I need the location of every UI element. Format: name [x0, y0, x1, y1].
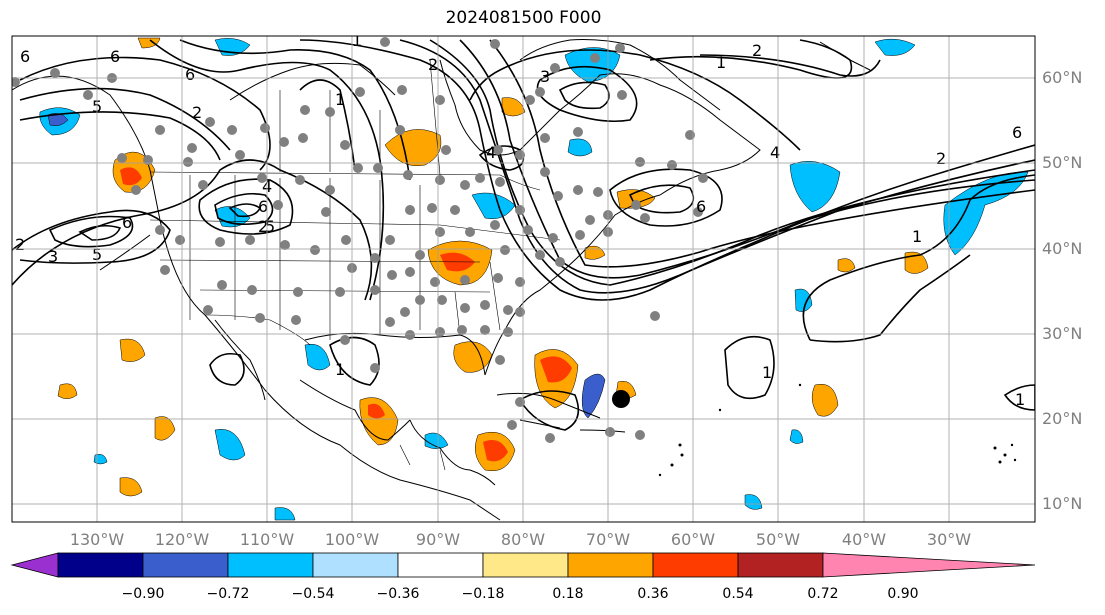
contour-label: 1 [912, 227, 922, 246]
lon-label: 100°W [324, 530, 380, 549]
islands [658, 383, 1017, 477]
lat-label: 50°N [1042, 153, 1083, 172]
colorbar-swatch [652, 552, 739, 578]
contour-label: 6 [20, 47, 30, 66]
lat-label: 30°N [1042, 324, 1083, 343]
lon-label: 120°W [154, 530, 210, 549]
contour-label: 1 [716, 53, 726, 72]
contour-label: 3 [540, 67, 550, 86]
strong-positive-shading [120, 167, 572, 462]
colorbar [10, 552, 1036, 578]
gridlines [12, 36, 1035, 522]
contour-label: 6 [258, 197, 268, 216]
lon-label: 60°W [670, 530, 716, 549]
colorbar-tick-label: 0.72 [807, 586, 839, 602]
colorbar-tick-label: 0.36 [637, 586, 669, 602]
map-frame [11, 35, 1036, 523]
contour-label: 1 [335, 90, 345, 109]
contour-label: 2 [428, 55, 438, 74]
contour-label: 1 [335, 360, 345, 379]
storm-center-marker [612, 390, 630, 408]
lon-label: 30°W [926, 530, 972, 549]
lon-label: 130°W [69, 530, 125, 549]
colorbar-tick-label: 0.18 [552, 586, 584, 602]
colorbar-tick-label: −0.54 [291, 586, 335, 602]
contour-label: 1 [1015, 390, 1025, 409]
contour-label: 1 [352, 31, 362, 50]
lon-label: 50°W [755, 530, 801, 549]
contour-label: 3 [48, 247, 58, 266]
colorbar-swatch [567, 552, 654, 578]
contour-label: 5 [265, 217, 275, 236]
contour-label: 6 [1012, 123, 1022, 142]
lat-label: 60°N [1042, 68, 1083, 87]
contour-label: 2 [258, 217, 268, 236]
colorbar-tick-label: −0.18 [461, 586, 505, 602]
lat-label: 40°N [1042, 239, 1083, 258]
colorbar-swatch [57, 552, 144, 578]
colorbar-tick-label: 0.54 [722, 586, 754, 602]
colorbar-right-extension [822, 552, 1036, 578]
colorbar-tick-label: 0.90 [887, 586, 919, 602]
lon-label: 90°W [415, 530, 461, 549]
contour-label: 6 [122, 213, 132, 232]
contour-label: 6 [110, 47, 120, 66]
lon-label: 110°W [239, 530, 295, 549]
lon-label: 80°W [500, 530, 546, 549]
contour-label: 2 [15, 235, 25, 254]
contour-label: 1 [762, 363, 772, 382]
contour-label: 4 [770, 143, 780, 162]
colorbar-left-extension [10, 552, 59, 578]
colorbar-tick-label: −0.90 [121, 586, 165, 602]
contour-label: 2 [936, 149, 946, 168]
contour-label: 2 [752, 41, 762, 60]
colorbar-swatch [397, 552, 484, 578]
colorbar-swatch [142, 552, 229, 578]
contour-label: 4 [486, 143, 496, 162]
colorbar-tick-label: −0.36 [376, 586, 420, 602]
lon-label: 40°W [841, 530, 887, 549]
lat-label: 10°N [1042, 494, 1083, 513]
colorbar-tick-label: −0.72 [206, 586, 250, 602]
contour-label: 6 [696, 197, 706, 216]
strong-negative-shading [47, 113, 606, 419]
lon-label: 70°W [585, 530, 631, 549]
contour-label: 2 [192, 103, 202, 122]
colorbar-swatch [482, 552, 569, 578]
contour-label: 6 [185, 65, 195, 84]
colorbar-swatch [737, 552, 824, 578]
map-title: 2024081500 F000 [445, 8, 602, 28]
lat-label: 20°N [1042, 409, 1083, 428]
colorbar-swatch [227, 552, 314, 578]
colorbar-swatch [312, 552, 399, 578]
